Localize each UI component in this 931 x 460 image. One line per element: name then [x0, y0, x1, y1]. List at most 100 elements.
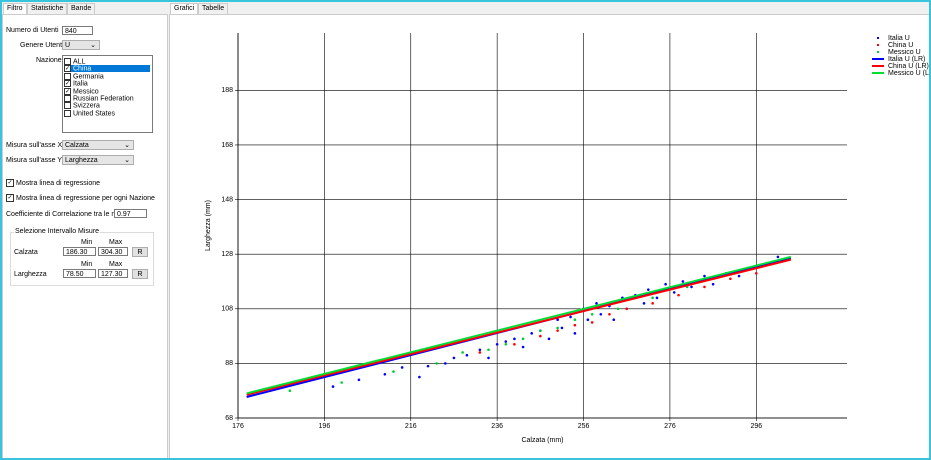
checkbox[interactable]: ✓: [6, 179, 14, 187]
x-tick-label: 216: [405, 423, 417, 430]
dropdown-arrow: ⌄: [124, 157, 130, 164]
checkbox[interactable]: [64, 58, 71, 65]
legend-label: Italia U (LR): [888, 56, 925, 63]
list-item[interactable]: Svizzera: [64, 102, 150, 110]
point: [655, 296, 659, 300]
point: [530, 332, 534, 335]
point: [521, 345, 525, 349]
point: [556, 329, 559, 332]
item-label: United States: [73, 110, 116, 118]
point: [331, 385, 335, 388]
point: [573, 332, 577, 335]
point: [642, 302, 646, 305]
y-tick-label: 108: [221, 306, 233, 313]
item-label: Russian Federation: [73, 95, 134, 103]
legend-label: Messico U (LR): [888, 70, 930, 77]
list-item[interactable]: ✓ Messico: [64, 87, 150, 95]
label: Coefficiente di Correlazione tra le misu…: [6, 211, 133, 218]
max-input[interactable]: 127.30: [98, 269, 128, 278]
regression-line: [246, 258, 792, 396]
users-input[interactable]: 840: [62, 26, 93, 35]
tab[interactable]: Tabelle: [198, 3, 229, 14]
list-item[interactable]: United States: [64, 109, 150, 118]
corr-input[interactable]: 0.97: [114, 209, 147, 218]
legend-label: China U (LR): [888, 63, 929, 70]
checkbox[interactable]: ✓: [64, 87, 71, 95]
point: [487, 356, 490, 360]
reg-nation-checkbox[interactable]: ✓ Mostra linea di regressione per ogni Na…: [6, 194, 155, 202]
reset-button[interactable]: R: [132, 247, 148, 257]
tab[interactable]: Statistiche: [27, 3, 68, 14]
reg-checkbox[interactable]: ✓ Mostra linea di regressione: [6, 179, 100, 187]
tab[interactable]: Bande: [67, 3, 96, 14]
point: [400, 366, 404, 369]
point: [504, 342, 508, 346]
regression-line: [246, 255, 792, 395]
tab[interactable]: Filtro: [3, 3, 27, 14]
gender-select[interactable]: U ⌄: [62, 40, 100, 50]
item-label: Messico: [73, 87, 99, 95]
checkbox[interactable]: ✓: [6, 194, 14, 202]
checkbox[interactable]: [64, 109, 71, 117]
x-tick-label: 196: [319, 423, 331, 430]
y-select[interactable]: Larghezza ⌄: [62, 155, 134, 165]
label: Misura sull'asse X: [6, 142, 63, 149]
checkbox[interactable]: ✓: [64, 80, 71, 88]
x-tick-label: 276: [664, 423, 676, 430]
point: [729, 277, 732, 281]
list-item[interactable]: Russian Federation: [64, 95, 150, 102]
point: [357, 378, 361, 382]
label: Genere Utente: [20, 42, 66, 49]
checkbox[interactable]: [64, 102, 71, 110]
point: [616, 307, 620, 311]
checkbox[interactable]: [64, 72, 71, 80]
legend-swatch: [877, 44, 879, 46]
select-value: Larghezza: [65, 157, 98, 164]
item-label: ALL: [73, 58, 86, 66]
select-value: Calzata: [65, 142, 89, 149]
list-item[interactable]: Germania: [64, 72, 150, 80]
x-select[interactable]: Calzata ⌄: [62, 140, 134, 150]
label: Numero di Utenti: [6, 27, 59, 34]
list-item[interactable]: ALL: [64, 58, 150, 65]
reset-button[interactable]: R: [132, 269, 148, 279]
point: [513, 342, 516, 346]
legend-label: Italia U: [888, 35, 910, 42]
item-label: Italia: [73, 80, 88, 88]
label: Mostra linea di regressione per ogni Naz…: [16, 194, 155, 202]
x-tick-label: 296: [750, 423, 762, 430]
list-item[interactable]: ✓ China: [64, 65, 150, 73]
tab[interactable]: Grafici: [170, 3, 199, 14]
checkbox[interactable]: [64, 95, 71, 102]
point: [590, 321, 594, 324]
nation-list[interactable]: ALL ✓ China Germania ✓ Italia ✓ Messico Russian …: [62, 55, 153, 133]
point: [703, 285, 706, 289]
point: [737, 274, 741, 278]
point: [288, 389, 292, 392]
point: [556, 318, 559, 322]
item-label: Svizzera: [73, 102, 100, 110]
list-item[interactable]: ✓ Italia: [64, 80, 150, 88]
point: [340, 381, 343, 384]
point: [435, 362, 438, 365]
point: [754, 271, 758, 275]
point: [595, 302, 598, 305]
point: [539, 329, 542, 332]
min-input[interactable]: 78.50: [63, 269, 96, 278]
select-value: U: [65, 42, 71, 49]
point: [711, 282, 715, 286]
max-header: Max: [109, 239, 123, 246]
min-header: Min: [81, 261, 93, 268]
x-tick-label: 236: [491, 423, 503, 430]
y-tick-label: 168: [221, 142, 233, 149]
checkbox[interactable]: ✓: [64, 65, 71, 73]
label: Nazione: [36, 57, 62, 64]
dropdown-arrow: ⌄: [90, 42, 96, 49]
min-header: Min: [81, 239, 93, 246]
point: [547, 337, 551, 341]
point: [560, 326, 564, 330]
min-input[interactable]: 186.30: [63, 247, 96, 256]
legend-swatch: [877, 37, 879, 39]
point: [612, 318, 616, 322]
max-input[interactable]: 304.30: [98, 247, 128, 256]
